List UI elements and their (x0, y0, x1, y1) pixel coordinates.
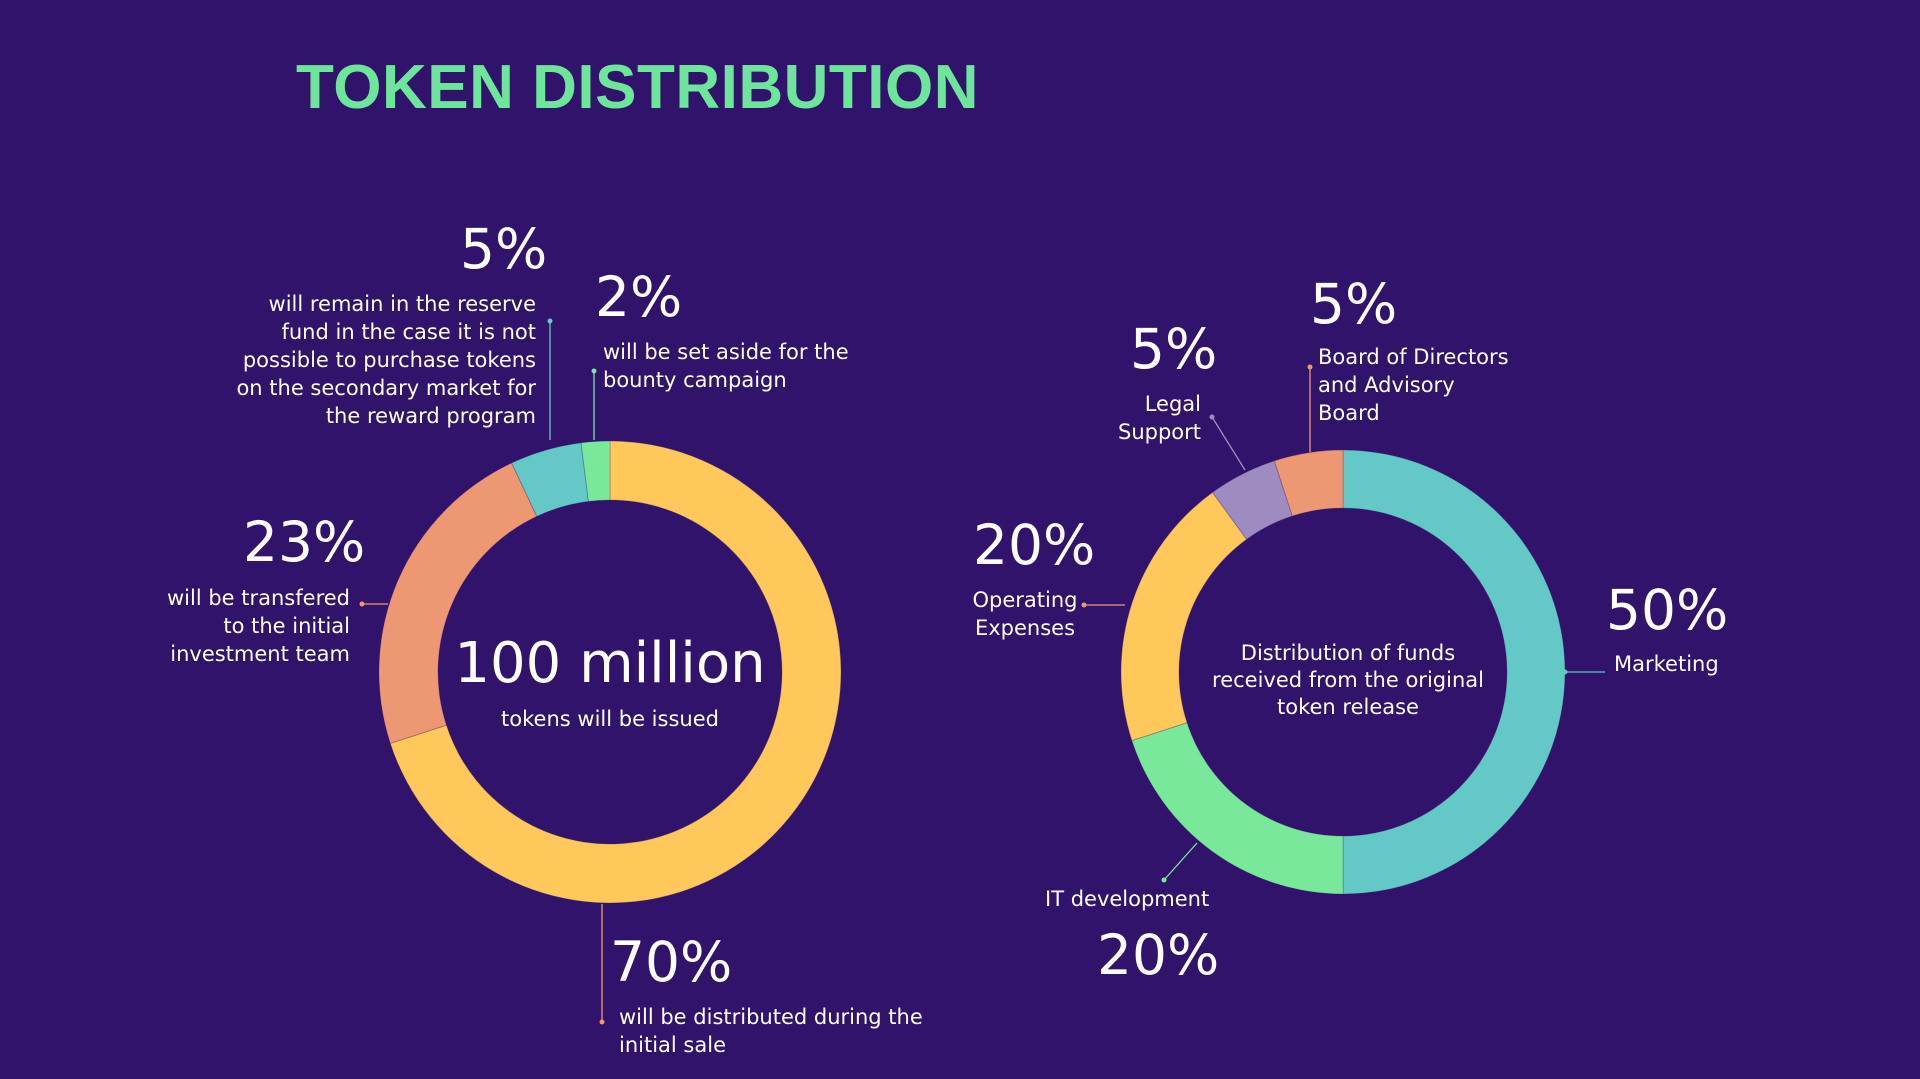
leader-marketing (1562, 669, 1605, 675)
board-pct: 5% (1310, 272, 1398, 336)
page-title: TOKEN DISTRIBUTION (296, 53, 979, 122)
slice-it-development (1131, 722, 1344, 895)
legal-desc: Legal Support (1117, 392, 1201, 444)
slice-initial-sale (389, 440, 842, 904)
operating-desc: Operating Expenses (972, 588, 1078, 640)
leader-bounty (591, 368, 597, 440)
investment-pct: 23% (243, 510, 366, 574)
slice-marketing (1342, 449, 1566, 895)
initial-sale-pct: 70% (610, 930, 733, 994)
bounty-desc: will be set aside for the bounty campaig… (603, 340, 849, 392)
leader-initial-sale (599, 904, 605, 1025)
slice-operating-expenses (1120, 491, 1248, 742)
leader-it (1161, 842, 1198, 883)
leader-legal (1209, 414, 1246, 471)
leader-reserve (547, 318, 553, 440)
token-total-label: tokens will be issued (501, 707, 719, 731)
slice-investment-team (378, 462, 538, 745)
operating-pct: 20% (973, 513, 1096, 577)
slice-board (1273, 449, 1344, 517)
leader-operating (1081, 602, 1125, 608)
initial-sale-desc: will be distributed during the initial s… (619, 1005, 923, 1057)
marketing-desc: Marketing (1614, 652, 1719, 676)
leader-board (1307, 364, 1313, 452)
leader-investment (359, 601, 388, 607)
token-total-value: 100 million (454, 631, 766, 696)
it-pct: 20% (1097, 923, 1220, 987)
marketing-pct: 50% (1606, 578, 1729, 642)
it-desc: IT development (1045, 887, 1210, 911)
bounty-pct: 2% (595, 265, 683, 329)
slice-bounty (580, 440, 611, 502)
legal-pct: 5% (1130, 317, 1218, 381)
investment-desc: will be transfered to the initial invest… (166, 586, 350, 666)
reserve-pct: 5% (460, 217, 548, 281)
reserve-desc: will remain in the reserve fund in the c… (236, 292, 536, 428)
board-desc: Board of Directors and Advisory Board (1318, 345, 1509, 425)
funds-center-label: Distribution of funds received from the … (1212, 641, 1484, 719)
